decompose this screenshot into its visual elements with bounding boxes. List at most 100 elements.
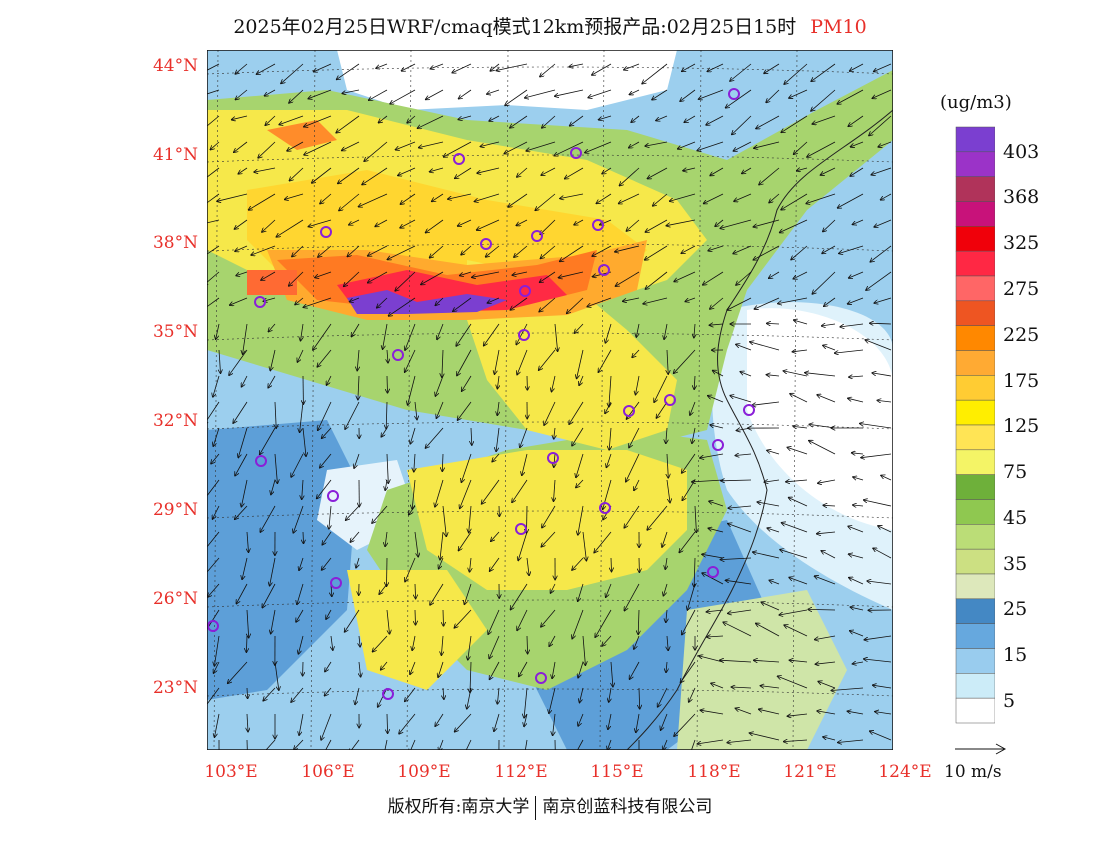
wind-arrow bbox=[661, 713, 668, 730]
wind-arrow bbox=[624, 583, 640, 611]
wind-arrow bbox=[835, 349, 864, 353]
legend-label: 225 bbox=[1003, 324, 1040, 346]
wind-arrow bbox=[381, 661, 388, 670]
city-marker bbox=[743, 404, 755, 416]
wind-arrow bbox=[674, 349, 696, 373]
wind-arrow bbox=[850, 631, 864, 637]
wind-arrow bbox=[368, 245, 388, 256]
wind-arrow bbox=[720, 660, 752, 662]
wind-arrow bbox=[459, 531, 472, 551]
wind-arrow bbox=[495, 349, 500, 374]
wind-arrow bbox=[399, 713, 416, 734]
wind-arrow bbox=[362, 167, 388, 185]
wind-arrow bbox=[458, 401, 472, 420]
wind-arrow bbox=[405, 557, 416, 582]
wind-arrow bbox=[297, 349, 304, 362]
wind-arrow bbox=[398, 167, 416, 176]
wind-arrow bbox=[851, 141, 864, 147]
wind-arrow bbox=[715, 219, 724, 226]
wind-arrow bbox=[837, 89, 864, 104]
wind-arrow bbox=[298, 635, 304, 654]
wind-arrow bbox=[605, 323, 612, 343]
pm10-map[interactable] bbox=[207, 50, 893, 750]
wind-arrow bbox=[666, 219, 696, 226]
wind-arrow bbox=[784, 63, 808, 84]
wind-arrow bbox=[271, 609, 276, 634]
wind-arrow bbox=[430, 167, 444, 172]
wind-arrow bbox=[454, 609, 472, 628]
wind-arrow bbox=[241, 479, 248, 507]
wind-arrow bbox=[318, 245, 332, 257]
wind-arrow bbox=[576, 453, 584, 477]
legend-color-block bbox=[955, 598, 995, 624]
wind-arrow bbox=[440, 531, 444, 560]
wind-arrow bbox=[611, 557, 612, 572]
wind-arrow bbox=[554, 323, 558, 351]
wind-arrow bbox=[753, 219, 780, 227]
wind-arrow bbox=[477, 167, 500, 173]
wind-arrow bbox=[789, 578, 808, 585]
wind-arrow bbox=[302, 427, 306, 456]
wind-arrow bbox=[541, 531, 556, 547]
wind-arrow bbox=[789, 89, 808, 98]
wind-arrow bbox=[881, 475, 892, 481]
wind-arrow bbox=[781, 193, 808, 210]
wind-arrow bbox=[293, 505, 304, 533]
wind-arrow bbox=[386, 401, 387, 429]
legend-label: 35 bbox=[1003, 553, 1028, 575]
wind-arrow bbox=[291, 453, 304, 477]
wind-arrow bbox=[235, 505, 248, 519]
color-legend bbox=[955, 126, 995, 724]
wind-arrow bbox=[210, 141, 220, 150]
wind-arrow bbox=[402, 63, 416, 71]
wind-arrow bbox=[497, 401, 499, 415]
wind-arrow bbox=[243, 323, 248, 354]
wind-arrow bbox=[457, 349, 472, 376]
wind-arrow bbox=[783, 371, 808, 377]
wind-arrow bbox=[852, 453, 864, 454]
wind-arrow bbox=[694, 557, 695, 587]
wind-arrow bbox=[460, 271, 472, 276]
wind-arrow bbox=[860, 424, 892, 429]
wind-arrow bbox=[540, 271, 556, 282]
wind-arrow bbox=[636, 375, 640, 395]
wind-arrow bbox=[235, 453, 248, 476]
lon-label: 121°E bbox=[783, 762, 837, 782]
wind-arrow bbox=[702, 573, 724, 585]
wind-arrow bbox=[554, 141, 584, 156]
wind-arrow bbox=[482, 479, 500, 504]
wind-arrow bbox=[815, 576, 836, 585]
wind-arrow bbox=[216, 323, 220, 339]
wind-arrow bbox=[578, 713, 584, 726]
wind-arrow bbox=[767, 375, 780, 376]
legend-label: 45 bbox=[1003, 507, 1028, 529]
wind-arrow bbox=[414, 531, 418, 557]
wind-arrow bbox=[268, 323, 276, 332]
city-markers bbox=[207, 88, 755, 700]
wind-arrow bbox=[247, 531, 249, 552]
wind-arrow bbox=[592, 63, 612, 75]
legend-color-block bbox=[955, 226, 995, 252]
wind-arrow bbox=[645, 219, 668, 232]
legend-color-block bbox=[955, 151, 995, 177]
legend-color-block bbox=[955, 648, 995, 674]
legend-color-block bbox=[955, 176, 995, 202]
wind-arrow bbox=[320, 453, 332, 468]
wind-arrow bbox=[569, 401, 584, 424]
wind-arrow bbox=[410, 661, 416, 674]
wind-arrow bbox=[653, 193, 668, 206]
wind-arrow bbox=[871, 167, 892, 175]
wind-arrow bbox=[336, 115, 360, 133]
wind-arrow bbox=[289, 271, 304, 286]
wind-arrow bbox=[570, 115, 584, 126]
wind-arrow bbox=[754, 141, 780, 148]
wind-arrow bbox=[303, 297, 332, 307]
wind-arrow bbox=[444, 141, 472, 157]
wind-arrow bbox=[691, 739, 696, 750]
wind-arrow bbox=[520, 427, 528, 447]
footer-left: 版权所有:南京大学 bbox=[387, 797, 530, 817]
wind-arrow bbox=[596, 193, 612, 203]
wind-arrow bbox=[542, 115, 556, 128]
wind-arrow bbox=[666, 479, 670, 503]
wind-arrow bbox=[217, 193, 248, 201]
